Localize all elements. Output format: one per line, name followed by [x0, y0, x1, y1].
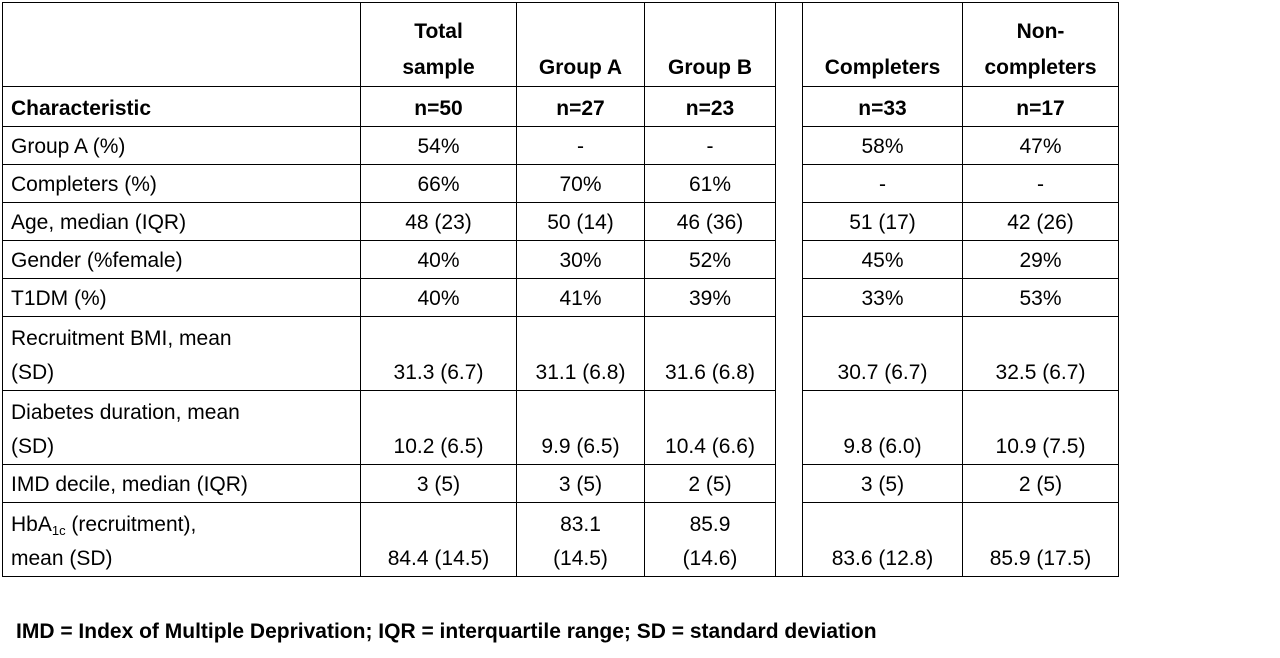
- table-cell: 50 (14): [516, 202, 645, 241]
- row-label: Completers (%): [2, 164, 361, 203]
- table-cell: 3 (5): [360, 464, 517, 503]
- row-label: IMD decile, median (IQR): [2, 464, 361, 503]
- column-n: n=27: [516, 86, 645, 127]
- table-cell: 31.3 (6.7): [360, 316, 517, 391]
- table-cell: 51 (17): [802, 202, 963, 241]
- row-label-rest: (recruitment), mean (SD): [11, 513, 197, 570]
- header-title-row: Total sample Group A Group B Completers …: [2, 2, 1119, 577]
- table-row: Gender (%female) 40% 30% 52% 45% 29%: [2, 240, 1119, 279]
- table-cell: 9.9 (6.5): [516, 390, 645, 465]
- table-cell: 85.9 (14.6): [644, 502, 776, 577]
- row-label: T1DM (%): [2, 278, 361, 317]
- table-cell: 30%: [516, 240, 645, 279]
- table-cell: 30.7 (6.7): [802, 316, 963, 391]
- table-cell: 40%: [360, 278, 517, 317]
- table-cell: 2 (5): [644, 464, 776, 503]
- table-row: T1DM (%) 40% 41% 39% 33% 53%: [2, 278, 1119, 317]
- row-label-subscript: 1c: [51, 523, 66, 538]
- table-cell: 85.9 (17.5): [962, 502, 1119, 577]
- row-label: Age, median (IQR): [2, 202, 361, 241]
- column-header: Completers: [802, 2, 963, 87]
- table-cell: 52%: [644, 240, 776, 279]
- table-cell: 10.4 (6.6): [644, 390, 776, 465]
- table-cell: 33%: [802, 278, 963, 317]
- table-cell: 58%: [802, 126, 963, 165]
- table-cell: 10.9 (7.5): [962, 390, 1119, 465]
- table-cell: 45%: [802, 240, 963, 279]
- table-cell: 3 (5): [516, 464, 645, 503]
- table-cell: 39%: [644, 278, 776, 317]
- column-header: Non- completers: [962, 2, 1119, 87]
- characteristic-header: Characteristic: [2, 86, 361, 127]
- table-cell: 3 (5): [802, 464, 963, 503]
- table-cell: 31.1 (6.8): [516, 316, 645, 391]
- table-cell: 83.6 (12.8): [802, 502, 963, 577]
- table-row: HbA1c (recruitment), mean (SD) 84.4 (14.…: [2, 502, 1119, 577]
- table-cell: 48 (23): [360, 202, 517, 241]
- table-cell: 83.1 (14.5): [516, 502, 645, 577]
- table-cell: 84.4 (14.5): [360, 502, 517, 577]
- column-n: n=33: [802, 86, 963, 127]
- table-row: Diabetes duration, mean (SD) 10.2 (6.5) …: [2, 390, 1119, 465]
- table-cell: -: [516, 126, 645, 165]
- column-header: Group A: [516, 2, 645, 87]
- row-label: HbA1c (recruitment), mean (SD): [2, 502, 361, 577]
- row-label: Recruitment BMI, mean (SD): [2, 316, 361, 391]
- table-cell: 53%: [962, 278, 1119, 317]
- table-row: IMD decile, median (IQR) 3 (5) 3 (5) 2 (…: [2, 464, 1119, 503]
- table-footnote: IMD = Index of Multiple Deprivation; IQR…: [16, 620, 877, 643]
- table-cell: 29%: [962, 240, 1119, 279]
- table-row: Group A (%) 54% - - 58% 47%: [2, 126, 1119, 165]
- table-cell: 40%: [360, 240, 517, 279]
- table-cell: 54%: [360, 126, 517, 165]
- table-cell: 46 (36): [644, 202, 776, 241]
- table-row: Completers (%) 66% 70% 61% - -: [2, 164, 1119, 203]
- table-cell: 9.8 (6.0): [802, 390, 963, 465]
- row-label: Group A (%): [2, 126, 361, 165]
- table-cell: 42 (26): [962, 202, 1119, 241]
- table-cell: 10.2 (6.5): [360, 390, 517, 465]
- table-cell: 32.5 (6.7): [962, 316, 1119, 391]
- column-n: n=50: [360, 86, 517, 127]
- row-label: Diabetes duration, mean (SD): [2, 390, 361, 465]
- table-cell: 70%: [516, 164, 645, 203]
- table-cell: -: [802, 164, 963, 203]
- table-cell: -: [644, 126, 776, 165]
- table-cell: 2 (5): [962, 464, 1119, 503]
- table-cell: 66%: [360, 164, 517, 203]
- column-gap: [775, 2, 803, 577]
- characteristics-table: Total sample Group A Group B Completers …: [2, 2, 1119, 577]
- column-header: Group B: [644, 2, 776, 87]
- column-n: n=17: [962, 86, 1119, 127]
- row-label-main: HbA: [11, 513, 52, 536]
- row-label: Gender (%female): [2, 240, 361, 279]
- table-row: Age, median (IQR) 48 (23) 50 (14) 46 (36…: [2, 202, 1119, 241]
- header-n-row: Characteristic n=50 n=27 n=23 n=33 n=17: [2, 86, 1119, 127]
- table-cell: 61%: [644, 164, 776, 203]
- table-cell: -: [962, 164, 1119, 203]
- header-empty-cell: [2, 2, 361, 87]
- column-n: n=23: [644, 86, 776, 127]
- column-header: Total sample: [360, 2, 517, 87]
- table-cell: 41%: [516, 278, 645, 317]
- table-row: Recruitment BMI, mean (SD) 31.3 (6.7) 31…: [2, 316, 1119, 391]
- table-cell: 31.6 (6.8): [644, 316, 776, 391]
- table-cell: 47%: [962, 126, 1119, 165]
